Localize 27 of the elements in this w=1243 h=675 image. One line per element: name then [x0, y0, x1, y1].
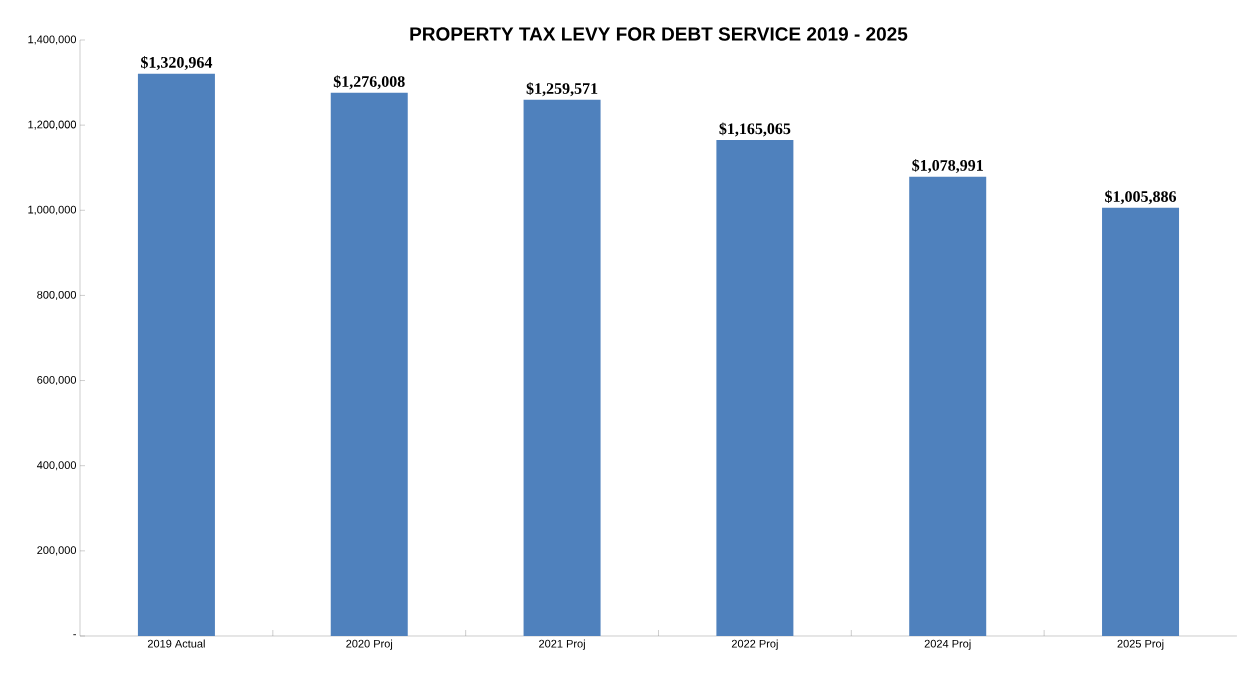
- y-tick-label: 200,000: [37, 546, 77, 556]
- y-tick-label: 1,400,000: [28, 35, 77, 45]
- y-tick-label: -: [73, 634, 76, 636]
- bar: [137, 73, 215, 636]
- data-label: $1,259,571: [526, 82, 598, 97]
- y-tick-label: 400,000: [36, 461, 77, 471]
- bar: [523, 99, 601, 636]
- data-label: $1,005,886: [1105, 190, 1177, 205]
- x-tick-label: 2020 Proj: [346, 639, 393, 650]
- y-tick-label: 600,000: [37, 376, 77, 386]
- data-label: $1,165,065: [719, 122, 791, 137]
- bar: [716, 140, 794, 636]
- x-tick-label: 2022 Proj: [731, 639, 778, 650]
- x-tick-label: 2025 Proj: [1117, 639, 1164, 650]
- data-label: $1,276,008: [333, 75, 405, 90]
- bar: [909, 176, 987, 636]
- data-label: $1,320,964: [140, 56, 213, 71]
- data-label: $1,078,991: [912, 159, 983, 174]
- bar: [1102, 207, 1180, 636]
- x-tick-label: 2021 Proj: [539, 639, 585, 650]
- x-tick-label: 2024 Proj: [924, 639, 971, 650]
- bar: [330, 92, 408, 636]
- chart-title: PROPERTY TAX LEVY FOR DEBT SERVICE 2019 - 2025: [410, 27, 908, 41]
- y-tick-label: 800,000: [37, 290, 77, 300]
- y-tick-label: 1,000,000: [28, 205, 77, 215]
- y-tick-label: 1,200,000: [28, 120, 77, 130]
- x-tick-label: 2019 Actual: [147, 639, 205, 648]
